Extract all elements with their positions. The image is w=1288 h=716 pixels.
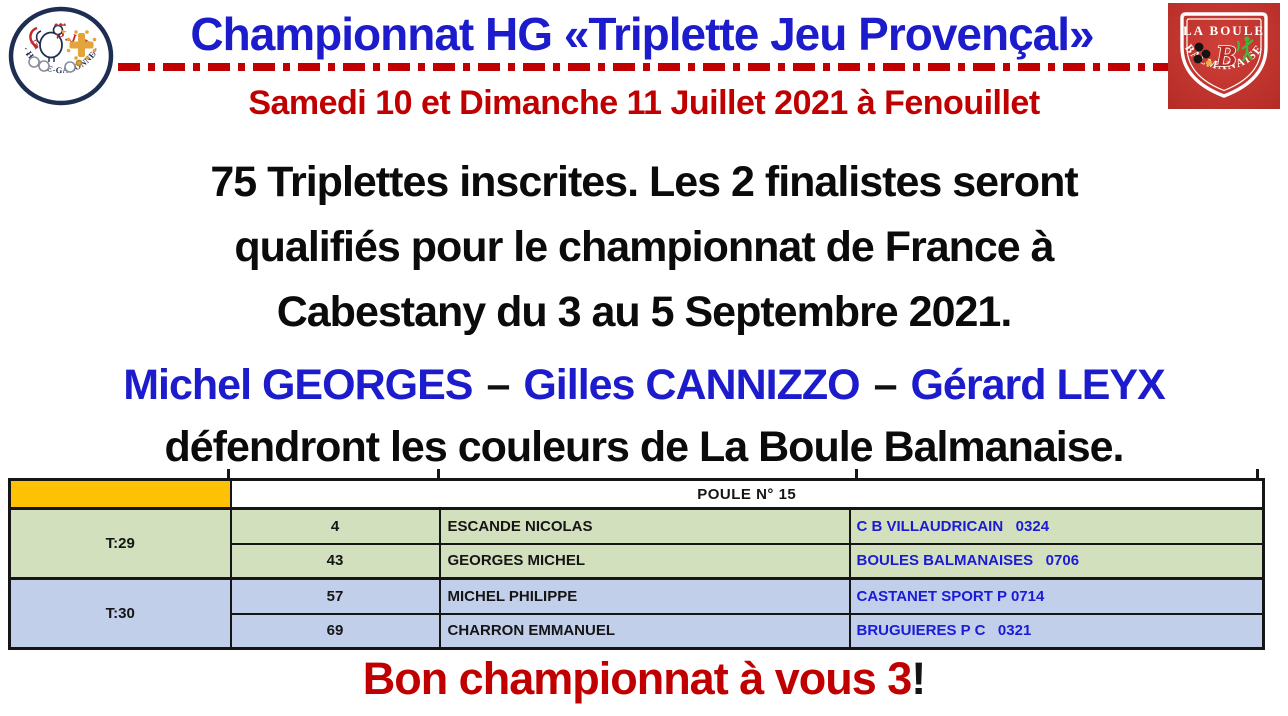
announcement-line-1: 75 Triplettes inscrites. Les 2 finaliste… (210, 158, 1078, 206)
player-name-cell: ESCANDE NICOLAS (438, 507, 851, 545)
ffpjp-logo-icon: - F.F.P.J.P - · HAUTE-GARONNE · (8, 6, 114, 106)
balmanaise-badge-icon: LA BOULE BALMANAISE B (1168, 3, 1280, 109)
table-row: T:29 4 ESCANDE NICOLAS C B VILLAUDRICAIN… (8, 507, 1265, 580)
closing-exclamation: ! (911, 653, 926, 704)
boules-icon (28, 56, 83, 73)
poule-table: POULE N° 15 T:29 4 ESCANDE NICOLAS C B V… (8, 478, 1265, 650)
closing-message: Bon championnat à vous 3! (0, 645, 1288, 713)
occitan-cross-icon (66, 30, 97, 60)
badge-top-text: LA BOULE (1183, 23, 1265, 38)
club-cell: BOULES BALMANAISES 0706 (848, 542, 1265, 580)
separator-dash: – (486, 361, 510, 409)
player-name-cell: CHARRON EMMANUEL (438, 612, 851, 650)
event-date-location: Samedi 10 et Dimanche 11 Juillet 2021 à … (248, 84, 1040, 122)
announcement-paragraph: 75 Triplettes inscrites. Les 2 finaliste… (0, 150, 1288, 345)
player-number-cell: 43 (229, 542, 441, 580)
table-border-stub (227, 469, 230, 479)
player-name-cell: MICHEL PHILIPPE (438, 577, 851, 615)
draw-cell: T:29 (8, 507, 232, 580)
player-number-cell: 69 (229, 612, 441, 650)
table-border-stub (437, 469, 440, 479)
player-name-cell: GEORGES MICHEL (438, 542, 851, 580)
club-cell: C B VILLAUDRICAIN 0324 (848, 507, 1265, 545)
table-row: T:30 57 MICHEL PHILIPPE CASTANET SPORT P… (8, 577, 1265, 650)
badge-boules-icon (1193, 42, 1212, 66)
table-header-row: POULE N° 15 (8, 478, 1265, 510)
draw-cell: T:30 (8, 577, 232, 650)
announcement-line-2: qualifiés pour le championnat de France … (234, 223, 1054, 271)
badge-monogram: B (1215, 38, 1237, 73)
page-title: Championnat HG «Triplette Jeu Provençal» (190, 8, 1094, 60)
team-tagline: défendront les couleurs de La Boule Balm… (164, 423, 1125, 471)
announcement-line-3: Cabestany du 3 au 5 Septembre 2021. (276, 288, 1013, 336)
club-cell: BRUGUIERES P C 0321 (848, 612, 1265, 650)
boule-balmanaise-logo: LA BOULE BALMANAISE B (1168, 3, 1280, 109)
separator-dash: – (873, 361, 898, 409)
badge-player-icon (1236, 36, 1254, 62)
qualified-players-line: Michel GEORGES – Gilles CANNIZZO – Gérard LE… (0, 353, 1288, 417)
table-border-stub (855, 469, 858, 479)
ffpjp-haute-garonne-logo: - F.F.P.J.P - · HAUTE-GARONNE · (8, 5, 114, 107)
title-underline (118, 63, 1168, 71)
player-number-cell: 4 (229, 507, 441, 545)
club-cell: CASTANET SPORT P 0714 (848, 577, 1265, 615)
player-name-2: Gilles CANNIZZO (523, 361, 860, 409)
player-number-cell: 57 (229, 577, 441, 615)
table-row: 43 GEORGES MICHEL BOULES BALMANAISES 070… (10, 542, 1265, 580)
player-name-1: Michel GEORGES (123, 361, 473, 409)
player-name-3: Gérard LEYX (910, 361, 1165, 409)
table-border-stub (1256, 469, 1259, 479)
rooster-icon (29, 23, 67, 62)
table-corner-cell (8, 478, 232, 510)
poule-title-cell: POULE N° 15 (229, 478, 1265, 510)
table-row: 69 CHARRON EMMANUEL BRUGUIERES P C 0321 (10, 612, 1265, 650)
closing-message-text: Bon championnat à vous 3 (362, 653, 913, 704)
